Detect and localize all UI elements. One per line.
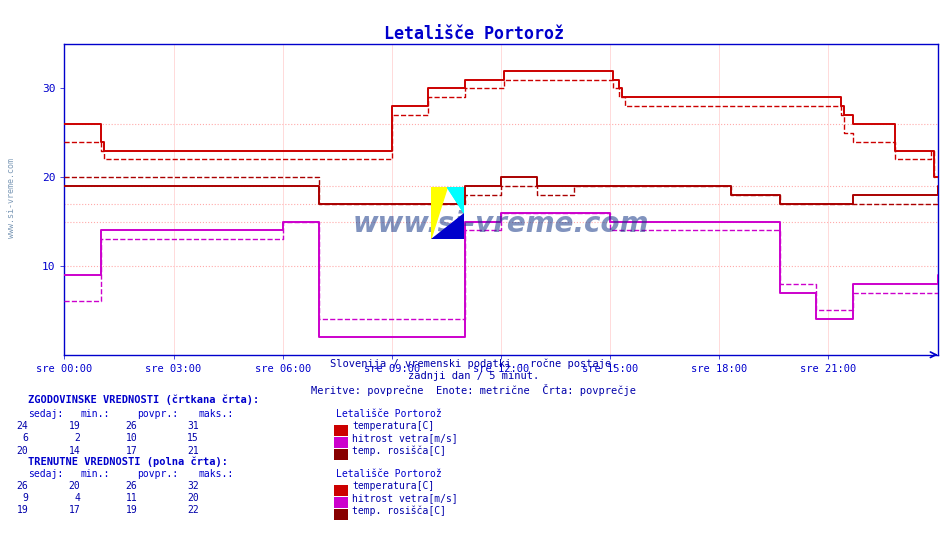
Text: 4: 4 <box>75 493 80 503</box>
Text: 26: 26 <box>126 421 137 431</box>
Text: sedaj:: sedaj: <box>28 409 63 419</box>
Text: 26: 26 <box>17 481 28 491</box>
Text: 20: 20 <box>17 446 28 455</box>
Polygon shape <box>448 187 464 213</box>
Text: 19: 19 <box>126 505 137 515</box>
Text: temperatura[C]: temperatura[C] <box>352 481 435 491</box>
Text: 32: 32 <box>188 481 199 491</box>
Text: temperatura[C]: temperatura[C] <box>352 421 435 431</box>
Text: 19: 19 <box>69 421 80 431</box>
Text: 26: 26 <box>126 481 137 491</box>
Text: 19: 19 <box>17 505 28 515</box>
Text: povpr.:: povpr.: <box>137 409 178 419</box>
Text: hitrost vetra[m/s]: hitrost vetra[m/s] <box>352 433 458 443</box>
Text: temp. rosišča[C]: temp. rosišča[C] <box>352 446 446 456</box>
Text: 9: 9 <box>23 493 28 503</box>
Text: 2: 2 <box>75 433 80 443</box>
Text: Letališče Portorož: Letališče Portorož <box>336 409 442 419</box>
Text: www.si-vreme.com: www.si-vreme.com <box>7 158 16 238</box>
Text: 21: 21 <box>188 446 199 455</box>
Text: 20: 20 <box>69 481 80 491</box>
Text: maks.:: maks.: <box>199 409 234 419</box>
Text: 10: 10 <box>126 433 137 443</box>
Text: 11: 11 <box>126 493 137 503</box>
Text: 6: 6 <box>23 433 28 443</box>
Text: 22: 22 <box>188 505 199 515</box>
Text: Letališče Portorož: Letališče Portorož <box>384 25 563 43</box>
Text: hitrost vetra[m/s]: hitrost vetra[m/s] <box>352 493 458 503</box>
Text: ZGODOVINSKE VREDNOSTI (črtkana črta):: ZGODOVINSKE VREDNOSTI (črtkana črta): <box>28 395 259 405</box>
Text: zadnji dan / 5 minut.: zadnji dan / 5 minut. <box>408 371 539 381</box>
Text: temp. rosišča[C]: temp. rosišča[C] <box>352 505 446 516</box>
Text: 31: 31 <box>188 421 199 431</box>
Text: Letališče Portorož: Letališče Portorož <box>336 469 442 478</box>
Text: 17: 17 <box>69 505 80 515</box>
Text: 14: 14 <box>69 446 80 455</box>
Text: www.si-vreme.com: www.si-vreme.com <box>352 210 650 238</box>
Text: povpr.:: povpr.: <box>137 469 178 478</box>
Text: Slovenija / vremenski podatki - ročne postaje.: Slovenija / vremenski podatki - ročne po… <box>330 359 617 369</box>
Text: Meritve: povprečne  Enote: metrične  Črta: povprečje: Meritve: povprečne Enote: metrične Črta:… <box>311 384 636 396</box>
Text: TRENUTNE VREDNOSTI (polna črta):: TRENUTNE VREDNOSTI (polna črta): <box>28 456 228 467</box>
Text: maks.:: maks.: <box>199 469 234 478</box>
Text: min.:: min.: <box>80 469 110 478</box>
Polygon shape <box>431 187 448 239</box>
Polygon shape <box>448 187 464 213</box>
Text: sedaj:: sedaj: <box>28 469 63 478</box>
Polygon shape <box>431 213 464 239</box>
Text: min.:: min.: <box>80 409 110 419</box>
Text: 20: 20 <box>188 493 199 503</box>
Text: 17: 17 <box>126 446 137 455</box>
Text: 24: 24 <box>17 421 28 431</box>
Text: 15: 15 <box>188 433 199 443</box>
